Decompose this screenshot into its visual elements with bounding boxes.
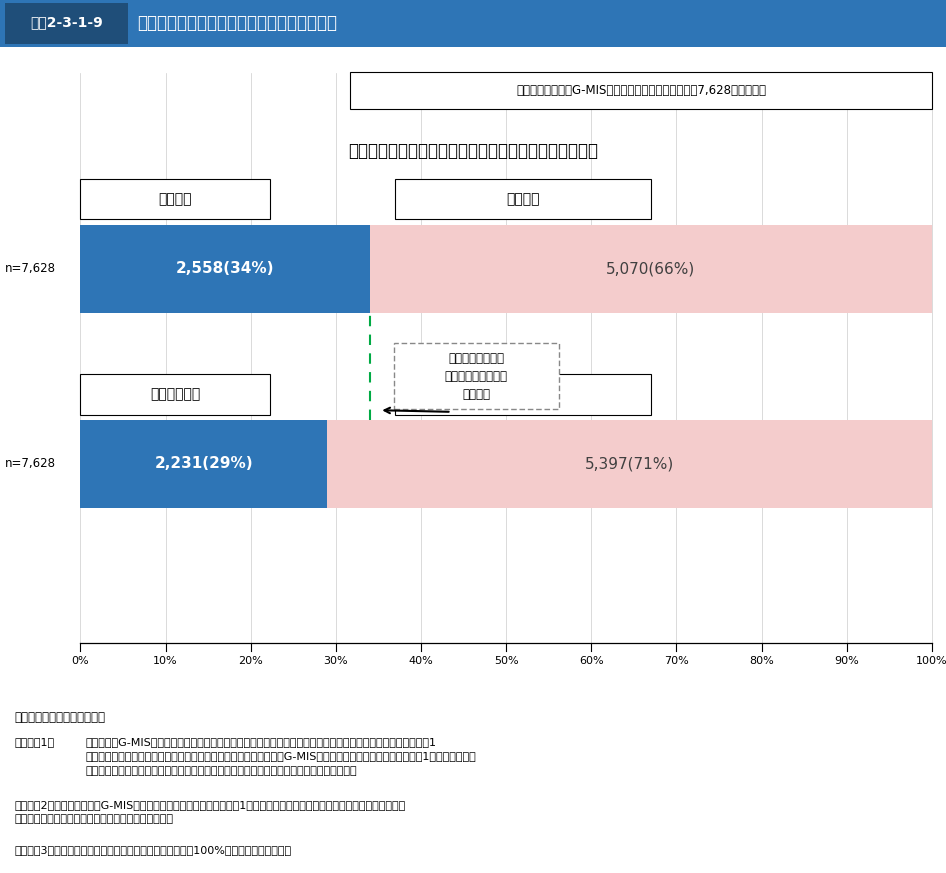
Text: （注）　1: （注） 1 — [14, 737, 54, 746]
Bar — [80, 375, 270, 415]
Bar — [327, 420, 932, 508]
Text: 70%: 70% — [664, 656, 689, 666]
Text: 5,070(66%): 5,070(66%) — [606, 261, 695, 276]
Bar — [5, 3, 128, 45]
Text: n=7,628: n=7,628 — [5, 262, 56, 275]
Text: 図表2-3-1-9: 図表2-3-1-9 — [30, 16, 102, 30]
Text: 80%: 80% — [749, 656, 774, 666]
Bar — [80, 224, 370, 313]
Text: 受入実績なし: 受入実績なし — [498, 388, 549, 402]
Text: 左記以外: 左記以外 — [506, 192, 540, 206]
Bar — [80, 179, 270, 219]
Text: 50%: 50% — [494, 656, 518, 666]
Text: 20%: 20% — [238, 656, 263, 666]
Text: 受入可能であるが
受入実績がなかった
医療機関: 受入可能であるが 受入実績がなかった 医療機関 — [445, 352, 508, 401]
Text: 受入可能: 受入可能 — [158, 192, 192, 206]
Text: 60%: 60% — [579, 656, 604, 666]
Text: 40%: 40% — [409, 656, 433, 666]
Text: 2　受入実績あり：G-MISで報告のあった医療機関について、1人以上新型コロナウイルス感染症の入院患者を受け入
　　　　　　れていると報告したことのある医療機関: 2 受入実績あり：G-MISで報告のあった医療機関について、1人以上新型コロナウ… — [14, 800, 406, 824]
Text: 新型コロナ患者受入可能医療機関と受入実績: 新型コロナ患者受入可能医療機関と受入実績 — [137, 14, 337, 31]
Text: 受入実績あり: 受入実績あり — [149, 388, 201, 402]
Text: 100%: 100% — [916, 656, 946, 666]
Text: 10%: 10% — [153, 656, 178, 666]
Bar — [395, 179, 651, 219]
Text: 新型コロナウイルス感染症の入院患者受入可能医療機関: 新型コロナウイルス感染症の入院患者受入可能医療機関 — [348, 142, 598, 161]
Bar — [395, 375, 651, 415]
Text: 30%: 30% — [324, 656, 348, 666]
Bar — [350, 72, 932, 109]
Text: 資料：厚生労働省医政局調べ: 資料：厚生労働省医政局調べ — [14, 711, 105, 724]
Text: 5,397(71%): 5,397(71%) — [585, 457, 674, 471]
Text: 0%: 0% — [72, 656, 89, 666]
Text: 90%: 90% — [834, 656, 859, 666]
FancyBboxPatch shape — [394, 343, 559, 409]
Text: 2,231(29%): 2,231(29%) — [154, 457, 254, 471]
Text: n=7,628: n=7,628 — [5, 457, 56, 471]
Bar — [370, 224, 932, 313]
Bar — [80, 420, 327, 508]
Text: 2,558(34%): 2,558(34%) — [176, 261, 274, 276]
Text: 対象医療機関：　G-MISで報告のあった全医療機関（7,628医療機関）: 対象医療機関： G-MISで報告のあった全医療機関（7,628医療機関） — [516, 84, 766, 97]
Text: 3　小数点以下を四捨五入しているため合計しても100%にならない場合がある: 3 小数点以下を四捨五入しているため合計しても100%にならない場合がある — [14, 845, 291, 855]
Text: 受入可能：G-MISで報告のあった医療機関について、新型コロナウイルス感染症の入院患者を受入可能な病床が1
　　　　　　床以上あると報告したことのある医療機関。: 受入可能：G-MISで報告のあった医療機関について、新型コロナウイルス感染症の入… — [85, 737, 476, 775]
